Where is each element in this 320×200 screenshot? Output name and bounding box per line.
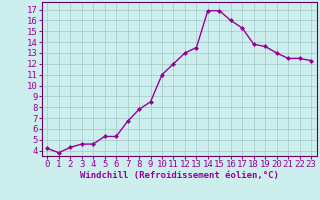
X-axis label: Windchill (Refroidissement éolien,°C): Windchill (Refroidissement éolien,°C) (80, 171, 279, 180)
